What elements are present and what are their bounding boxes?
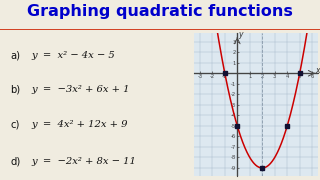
Text: a): a) — [11, 50, 20, 60]
Text: y  =  −3x² + 6x + 1: y = −3x² + 6x + 1 — [31, 85, 130, 94]
Text: y  =  x² − 4x − 5: y = x² − 4x − 5 — [31, 51, 115, 60]
Text: c): c) — [11, 119, 20, 129]
Text: y  =  −2x² + 8x − 11: y = −2x² + 8x − 11 — [31, 158, 136, 166]
Text: y  =  4x² + 12x + 9: y = 4x² + 12x + 9 — [31, 120, 128, 129]
Text: b): b) — [11, 85, 20, 95]
Text: d): d) — [11, 157, 21, 167]
Text: x: x — [315, 66, 319, 75]
Text: y: y — [238, 30, 243, 39]
Text: Graphing quadratic functions: Graphing quadratic functions — [27, 4, 293, 19]
